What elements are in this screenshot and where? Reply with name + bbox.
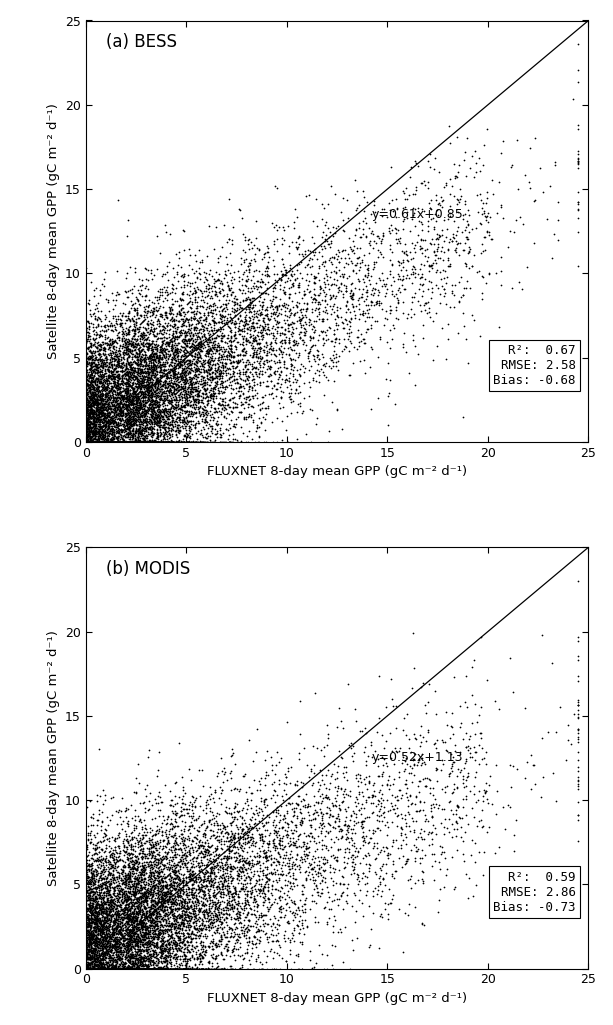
X-axis label: FLUXNET 8-day mean GPP (gC m⁻² d⁻¹): FLUXNET 8-day mean GPP (gC m⁻² d⁻¹) [207, 465, 467, 479]
Text: y=0.52x+1.13: y=0.52x+1.13 [371, 751, 463, 765]
Y-axis label: Satellite 8-day mean GPP (gC m⁻² d⁻¹): Satellite 8-day mean GPP (gC m⁻² d⁻¹) [47, 630, 59, 886]
Text: (a) BESS: (a) BESS [106, 33, 177, 51]
Y-axis label: Satellite 8-day mean GPP (gC m⁻² d⁻¹): Satellite 8-day mean GPP (gC m⁻² d⁻¹) [47, 104, 59, 359]
X-axis label: FLUXNET 8-day mean GPP (gC m⁻² d⁻¹): FLUXNET 8-day mean GPP (gC m⁻² d⁻¹) [207, 992, 467, 1006]
Text: R²:  0.67
RMSE: 2.58
Bias: -0.68: R²: 0.67 RMSE: 2.58 Bias: -0.68 [493, 344, 576, 387]
Text: y=0.61x+0.85: y=0.61x+0.85 [371, 208, 463, 220]
Text: R²:  0.59
RMSE: 2.86
Bias: -0.73: R²: 0.59 RMSE: 2.86 Bias: -0.73 [493, 871, 576, 914]
Text: (b) MODIS: (b) MODIS [106, 560, 190, 578]
